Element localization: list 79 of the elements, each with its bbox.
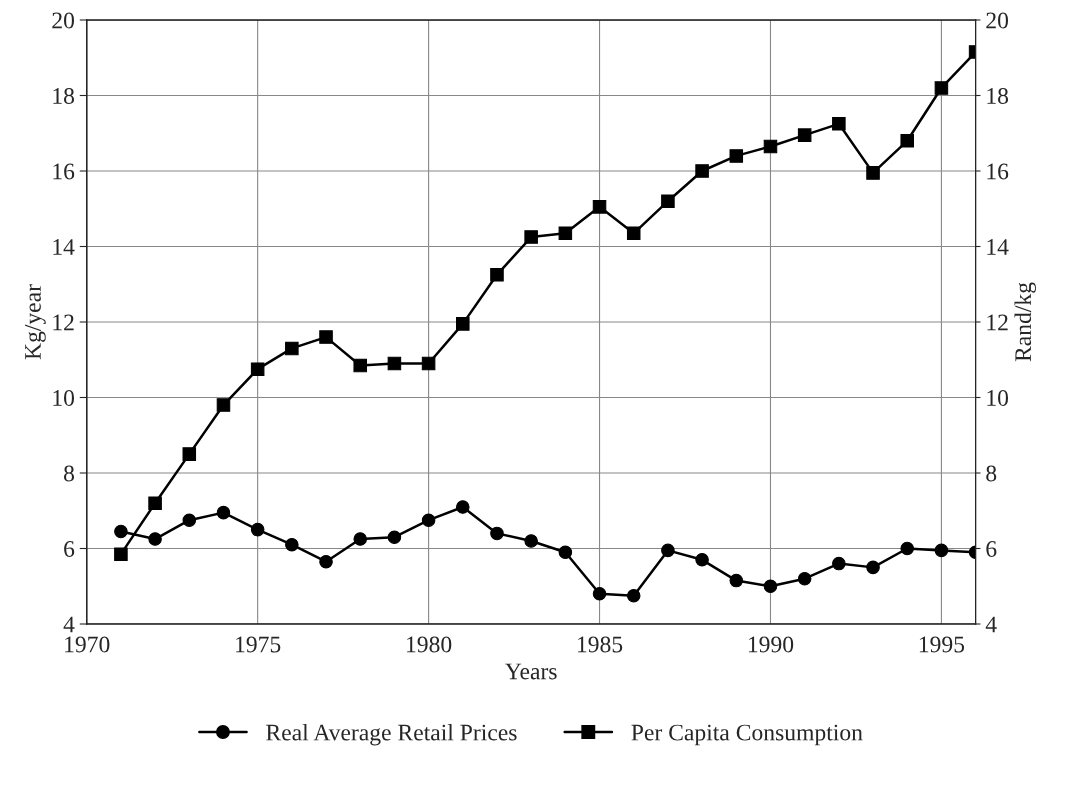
point [763,579,778,594]
point [626,588,641,603]
y-axis-title: Kg/year [25,284,46,360]
point [524,230,538,244]
point [934,543,949,558]
x-tick-label: 1975 [236,636,281,653]
point [114,547,128,561]
point [797,128,812,142]
x-tick-label: 1980 [407,636,452,653]
x-tick-label: 1990 [748,636,794,653]
point [695,164,709,178]
point [832,117,846,131]
point [148,496,162,510]
point [797,571,812,586]
x-axis-title: Years [505,663,557,680]
x-tick-label: 1985 [578,636,623,653]
y2-tick-label: 6 [986,541,997,557]
legend-label: Real Average Retail Prices [266,723,517,746]
y2-tick-label: 20 [986,12,1009,29]
y2-tick-label: 18 [987,87,1009,104]
point [353,532,367,546]
y-tick-label: 14 [53,239,75,255]
x-tick-label: 1995 [919,636,965,653]
y2-tick-label: 8 [986,465,997,482]
point [490,268,504,282]
point [250,362,265,376]
point [729,149,744,163]
point [148,532,162,546]
y2-tick-label: 10 [987,389,1009,406]
point [729,573,744,588]
point [661,543,675,558]
y-tick-label: 10 [53,389,75,406]
point [558,545,573,560]
point [456,317,470,331]
y-tick-label: 16 [53,163,75,180]
point [661,194,675,208]
point [695,553,709,567]
point [285,537,299,552]
point [182,447,197,461]
point [421,513,436,527]
y2-tick-label: 4 [985,616,997,633]
y-tick-label: 20 [52,12,75,29]
legend-label: Per Capita Consumption [631,724,863,746]
point [592,200,607,214]
y2-tick-label: 12 [987,314,1008,331]
point [763,139,778,154]
y-tick-label: 12 [53,314,74,331]
point [456,500,470,514]
point [285,341,299,356]
y2-tick-label: 14 [987,239,1009,255]
point [866,166,880,180]
y-tick-label: 4 [63,616,75,633]
point [626,226,641,241]
y-tick-label: 18 [53,87,75,104]
point [524,534,538,548]
point [387,530,402,544]
point [114,524,128,539]
y-tick-label: 8 [64,465,75,482]
point [319,330,333,344]
point [934,81,949,95]
point [832,556,846,571]
point [866,560,880,575]
point [216,505,231,520]
y2-tick-label: 16 [987,163,1009,180]
point [387,356,402,371]
y2-axis-title: Rand/kg [1014,282,1036,362]
point [558,226,573,241]
point [900,541,914,556]
point [250,522,265,537]
point [490,526,504,541]
x-tick-label: 1970 [65,636,110,653]
point [319,554,333,569]
point [353,358,367,373]
point [421,356,436,371]
point [900,134,914,148]
point [216,398,231,412]
y-tick-label: 6 [64,541,75,557]
point [592,587,607,601]
point [182,513,197,527]
